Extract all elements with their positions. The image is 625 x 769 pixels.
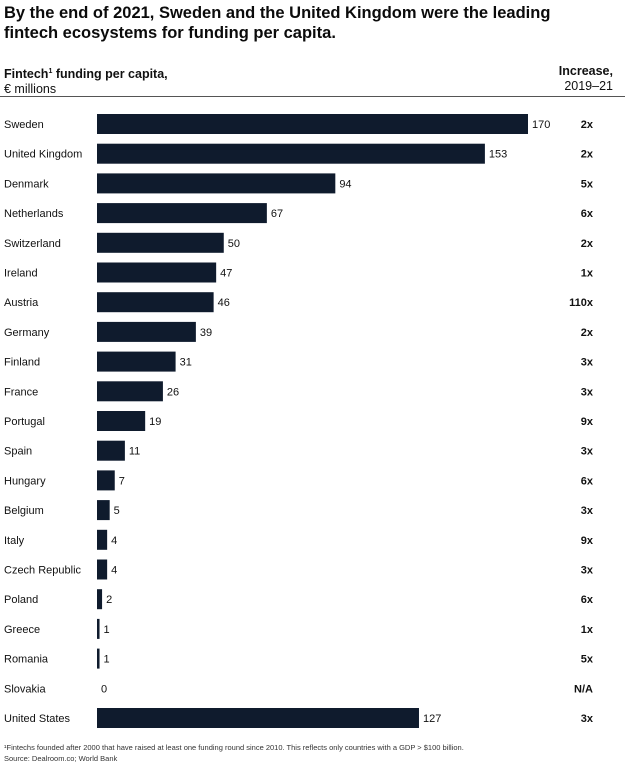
category-label: United States [4, 713, 71, 725]
value-label: 5 [114, 505, 120, 517]
increase-label: 6x [581, 208, 594, 220]
increase-label: 1x [581, 624, 594, 636]
value-label: 153 [489, 149, 507, 161]
category-label: Greece [4, 624, 40, 636]
value-label: 170 [532, 119, 550, 131]
value-column-header: Fintech1 funding per capita, € millions [4, 64, 168, 97]
bar [97, 529, 108, 550]
increase-label: N/A [574, 683, 593, 695]
bar [97, 411, 146, 431]
chart-title: By the end of 2021, Sweden and the Unite… [4, 4, 551, 42]
category-label: Spain [4, 446, 32, 458]
increase-label: 3x [581, 446, 594, 458]
increase-label: 5x [581, 654, 594, 666]
category-label: Sweden [4, 119, 44, 131]
bar [97, 114, 528, 134]
value-label: 11 [129, 446, 140, 458]
value-label: 39 [200, 327, 212, 339]
value-label: 19 [149, 416, 161, 428]
footnote-definition: ¹Fintechs founded after 2000 that have r… [4, 743, 464, 752]
category-label: Ireland [4, 268, 38, 280]
category-label: Slovakia [4, 683, 46, 695]
increase-label: 6x [581, 594, 594, 606]
value-header-footnote-mark: 1 [48, 68, 53, 75]
bar [97, 173, 336, 194]
bar [97, 618, 100, 639]
increase-header-range: 2019–21 [564, 79, 613, 93]
increase-label: 6x [581, 475, 594, 487]
bar [97, 292, 214, 313]
category-label: Portugal [4, 416, 45, 428]
value-label: 1 [104, 654, 110, 666]
bar [97, 648, 100, 669]
value-label: 127 [423, 713, 441, 725]
category-label: Czech Republic [4, 565, 82, 577]
category-label: Denmark [4, 178, 49, 190]
category-label: Hungary [4, 475, 46, 487]
header-rule [0, 96, 625, 97]
value-header-label-rest: funding per capita, [52, 67, 168, 82]
bar [97, 708, 419, 728]
value-label: 1 [104, 624, 110, 636]
increase-label: 5x [581, 178, 594, 190]
increase-label: 110x [569, 297, 594, 309]
category-label: United Kingdom [4, 149, 82, 161]
bar [97, 589, 103, 610]
value-label: 47 [220, 268, 232, 280]
increase-column-header: Increase, 2019–21 [559, 64, 613, 94]
category-label: Italy [4, 535, 25, 547]
bar [97, 470, 115, 491]
category-label: Switzerland [4, 238, 61, 250]
value-label: 2 [106, 594, 112, 606]
value-header-unit: € millions [4, 82, 57, 97]
increase-label: 3x [581, 386, 594, 398]
bar [97, 440, 125, 461]
category-label: Romania [4, 654, 49, 666]
increase-label: 9x [581, 416, 594, 428]
value-label: 4 [111, 565, 117, 577]
value-label: 31 [180, 357, 192, 369]
increase-label: 3x [581, 505, 594, 517]
value-label: 50 [228, 238, 240, 250]
category-label: France [4, 386, 38, 398]
bar [97, 321, 196, 342]
footnote-source: Source: Dealroom.co; World Bank [4, 754, 118, 763]
bar [97, 262, 217, 283]
bar [97, 143, 485, 164]
value-header-label: Fintech [4, 67, 49, 82]
value-label: 26 [167, 386, 179, 398]
value-label: 67 [271, 208, 283, 220]
category-label: Germany [4, 327, 50, 339]
bar [97, 351, 176, 372]
value-label: 7 [119, 475, 125, 487]
value-label: 0 [101, 683, 107, 695]
bar [97, 381, 163, 402]
increase-label: 3x [581, 357, 594, 369]
footnote: ¹Fintechs founded after 2000 that have r… [4, 742, 464, 764]
bar [97, 232, 224, 253]
increase-label: 9x [581, 535, 594, 547]
increase-label: 3x [581, 713, 594, 725]
increase-label: 2x [581, 238, 594, 250]
increase-label: 2x [581, 119, 594, 131]
category-label: Austria [4, 297, 39, 309]
value-label: 94 [339, 178, 351, 190]
bar [97, 203, 267, 224]
bar [97, 559, 108, 580]
value-label: 4 [111, 535, 117, 547]
value-label: 46 [218, 297, 230, 309]
increase-header-label: Increase, [558, 64, 613, 78]
category-label: Netherlands [4, 208, 64, 220]
increase-label: 3x [581, 565, 594, 577]
category-label: Poland [4, 594, 38, 606]
category-label: Belgium [4, 505, 44, 517]
category-label: Finland [4, 357, 40, 369]
increase-label: 2x [581, 149, 594, 161]
increase-label: 2x [581, 327, 594, 339]
bar [97, 500, 110, 521]
increase-label: 1x [581, 268, 594, 280]
